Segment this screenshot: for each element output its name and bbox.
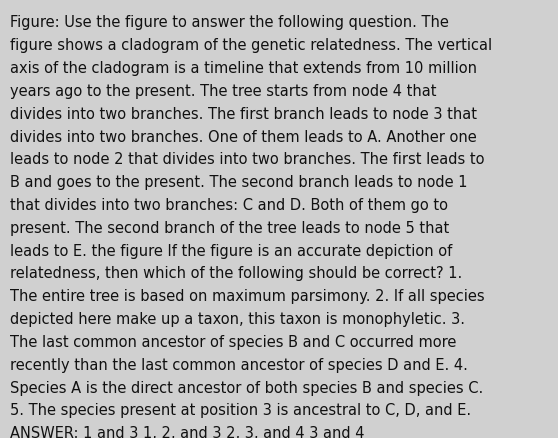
Text: divides into two branches. One of them leads to A. Another one: divides into two branches. One of them l… xyxy=(10,129,477,144)
Text: divides into two branches. The first branch leads to node 3 that: divides into two branches. The first bra… xyxy=(10,106,477,121)
Text: years ago to the present. The tree starts from node 4 that: years ago to the present. The tree start… xyxy=(10,84,436,99)
Text: The last common ancestor of species B and C occurred more: The last common ancestor of species B an… xyxy=(10,334,456,349)
Text: leads to E. the figure If the figure is an accurate depiction of: leads to E. the figure If the figure is … xyxy=(10,243,453,258)
Text: that divides into two branches: C and D. Both of them go to: that divides into two branches: C and D.… xyxy=(10,198,448,212)
Text: present. The second branch of the tree leads to node 5 that: present. The second branch of the tree l… xyxy=(10,220,449,235)
Text: 5. The species present at position 3 is ancestral to C, D, and E.: 5. The species present at position 3 is … xyxy=(10,403,471,417)
Text: B and goes to the present. The second branch leads to node 1: B and goes to the present. The second br… xyxy=(10,175,468,190)
Text: The entire tree is based on maximum parsimony. 2. If all species: The entire tree is based on maximum pars… xyxy=(10,289,485,304)
Text: leads to node 2 that divides into two branches. The first leads to: leads to node 2 that divides into two br… xyxy=(10,152,484,167)
Text: Species A is the direct ancestor of both species B and species C.: Species A is the direct ancestor of both… xyxy=(10,380,483,395)
Text: recently than the last common ancestor of species D and E. 4.: recently than the last common ancestor o… xyxy=(10,357,468,372)
Text: depicted here make up a taxon, this taxon is monophyletic. 3.: depicted here make up a taxon, this taxo… xyxy=(10,311,465,326)
Text: Figure: Use the figure to answer the following question. The: Figure: Use the figure to answer the fol… xyxy=(10,15,449,30)
Text: axis of the cladogram is a timeline that extends from 10 million: axis of the cladogram is a timeline that… xyxy=(10,61,477,76)
Text: ANSWER: 1 and 3 1, 2, and 3 2, 3, and 4 3 and 4: ANSWER: 1 and 3 1, 2, and 3 2, 3, and 4 … xyxy=(10,425,364,438)
Text: relatedness, then which of the following should be correct? 1.: relatedness, then which of the following… xyxy=(10,266,462,281)
Text: figure shows a cladogram of the genetic relatedness. The vertical: figure shows a cladogram of the genetic … xyxy=(10,38,492,53)
